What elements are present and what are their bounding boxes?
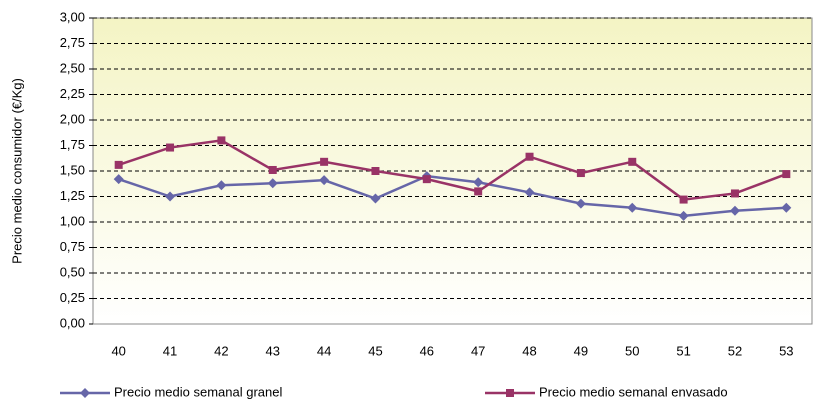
y-tick-label: 2,50 <box>60 60 85 75</box>
legend-label: Precio medio semanal granel <box>114 384 282 399</box>
marker <box>319 175 330 186</box>
marker <box>422 175 431 184</box>
series-line <box>118 174 787 218</box>
y-tick-label: 1,00 <box>60 213 85 228</box>
marker <box>627 202 638 213</box>
marker <box>80 388 90 398</box>
marker <box>114 160 123 169</box>
x-tick-label: 45 <box>368 343 382 358</box>
y-tick-label: 1,25 <box>60 188 85 203</box>
marker <box>679 195 688 204</box>
marker <box>473 177 484 188</box>
marker <box>165 191 176 202</box>
marker <box>113 174 124 185</box>
marker <box>216 180 227 191</box>
x-tick-label: 52 <box>728 343 742 358</box>
marker <box>524 187 535 198</box>
marker <box>781 202 792 213</box>
x-tick-label: 50 <box>625 343 639 358</box>
marker <box>678 210 689 221</box>
marker <box>506 389 514 397</box>
y-tick-label: 1,75 <box>60 137 85 152</box>
x-tick-label: 49 <box>574 343 588 358</box>
y-tick-label: 0,00 <box>60 315 85 330</box>
marker <box>525 152 534 161</box>
x-tick-label: 48 <box>522 343 536 358</box>
marker <box>628 157 637 166</box>
marker <box>730 189 739 198</box>
x-tick-label: 43 <box>266 343 280 358</box>
marker <box>268 165 277 174</box>
marker <box>782 170 791 179</box>
marker <box>474 187 483 196</box>
marker <box>729 205 740 216</box>
x-tick-label: 41 <box>163 343 177 358</box>
x-tick-label: 42 <box>214 343 228 358</box>
x-tick-label: 46 <box>420 343 434 358</box>
series-line <box>118 139 787 201</box>
x-tick-label: 47 <box>471 343 485 358</box>
marker <box>320 157 329 166</box>
marker <box>166 143 175 152</box>
y-tick-label: 3,00 <box>60 9 85 24</box>
x-tick-label: 51 <box>676 343 690 358</box>
y-tick-label: 0,25 <box>60 290 85 305</box>
y-tick-label: 0,50 <box>60 264 85 279</box>
marker <box>371 167 380 175</box>
y-axis-label: Precio medio consumidor (€/Kg) <box>9 78 24 264</box>
y-tick-label: 2,00 <box>60 111 85 126</box>
y-tick-label: 2,75 <box>60 35 85 50</box>
marker <box>575 198 586 209</box>
y-tick-label: 1,50 <box>60 162 85 177</box>
x-tick-label: 53 <box>779 343 793 358</box>
y-tick-label: 0,75 <box>60 239 85 254</box>
legend-label: Precio medio semanal envasado <box>539 384 728 399</box>
x-tick-label: 44 <box>317 343 331 358</box>
marker <box>370 193 381 204</box>
marker <box>267 178 278 189</box>
y-tick-label: 2,25 <box>60 86 85 101</box>
marker <box>576 169 585 178</box>
marker <box>217 136 226 145</box>
x-tick-label: 40 <box>111 343 125 358</box>
